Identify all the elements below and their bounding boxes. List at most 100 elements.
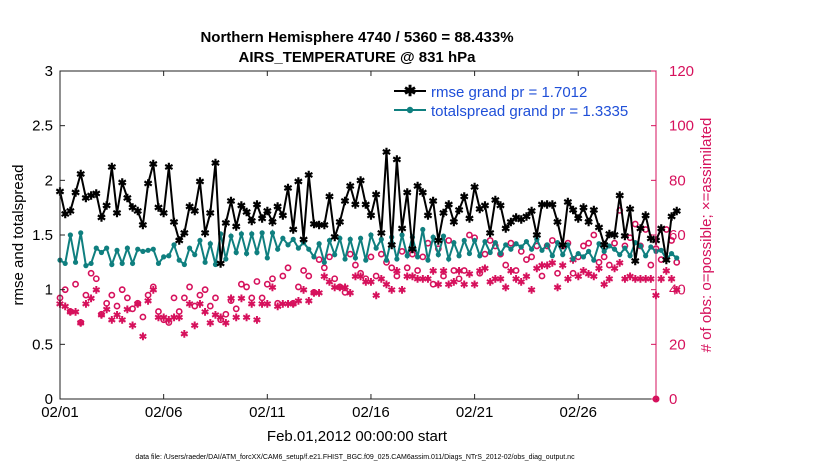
- spread-point: [295, 245, 301, 251]
- rmse-point: ✱: [625, 204, 634, 216]
- spread-point: [135, 246, 141, 252]
- obs-possible-point: [403, 264, 411, 272]
- obs-possible-point: [98, 310, 105, 318]
- rmse-point: ✱: [185, 202, 194, 214]
- spread-point: [212, 261, 219, 268]
- rmse-point: ✱: [382, 147, 391, 159]
- obs-assimilated-point: ✱: [662, 267, 671, 278]
- obs-assimilated-point: ✱: [564, 275, 573, 286]
- spread-point: [622, 245, 628, 251]
- rmse-point: ✱: [392, 155, 401, 167]
- obs-possible-point: [155, 308, 162, 315]
- rmse-point: ✱: [216, 258, 225, 270]
- spread-point: [560, 252, 566, 258]
- y-tick-label-right: 80: [669, 172, 686, 189]
- footer-data-file: data file: /Users/raeder/DAI/ATM_forcXX/…: [135, 454, 575, 461]
- spread-point: [425, 257, 431, 263]
- spread-point: [440, 233, 447, 239]
- obs-possible-point: [460, 267, 468, 274]
- obs-possible-point: [258, 294, 266, 302]
- obs-possible-point: [512, 267, 520, 274]
- rmse-point: ✱: [232, 221, 241, 233]
- obs-possible-point: [341, 288, 349, 296]
- obs-assimilated-point: ✱: [82, 299, 91, 310]
- obs-assimilated-point: ✱: [382, 280, 391, 291]
- obs-assimilated-point: ✱: [647, 275, 656, 286]
- spread-point: [643, 253, 649, 259]
- y-tick-label: 0: [45, 391, 53, 408]
- spread-point: [150, 246, 156, 252]
- spread-point: [446, 256, 452, 262]
- obs-assimilated-point: ✱: [543, 261, 552, 272]
- rmse-line: [59, 151, 678, 264]
- obs-possible-point: [476, 269, 484, 277]
- rmse-point: ✱: [309, 219, 318, 231]
- obs-assimilated-point: ✱: [330, 283, 339, 294]
- spread-point: [337, 235, 343, 241]
- rmse-point: ✱: [465, 214, 474, 226]
- spread-point: [352, 255, 359, 261]
- obs-possible-point: [590, 231, 598, 239]
- rmse-point: ✱: [169, 217, 178, 229]
- spread-point: [544, 242, 550, 248]
- rmse-point: ✱: [346, 181, 355, 193]
- obs-possible-point: [455, 275, 463, 283]
- obs-possible-point: [595, 258, 603, 266]
- obs-assimilated-point: ✱: [196, 299, 205, 310]
- obs-possible-point: [191, 302, 199, 310]
- obs-assimilated-point: ✱: [139, 332, 148, 343]
- obs-assimilated-point: ✱: [626, 272, 635, 283]
- spread-point: [78, 230, 84, 236]
- spread-point: [477, 253, 483, 259]
- spread-point: [83, 263, 89, 269]
- rmse-point: ✱: [180, 228, 189, 240]
- rmse-point: ✱: [657, 223, 666, 235]
- rmse-point: ✱: [330, 232, 339, 244]
- rmse-point: ✱: [366, 210, 375, 222]
- x-axis-label: Feb.01,2012 00:00:00 start: [267, 428, 448, 445]
- spread-point: [420, 226, 426, 233]
- obs-possible-point: [289, 299, 297, 307]
- obs-possible-point: [326, 253, 333, 261]
- obs-possible-point: [554, 269, 561, 277]
- rmse-point: ✱: [460, 192, 469, 204]
- obs-possible-point: [466, 231, 473, 239]
- rmse-point: ✱: [454, 205, 463, 217]
- spread-point: [197, 237, 203, 244]
- obs-possible-point: [331, 275, 339, 283]
- obs-assimilated-point: ✱: [201, 308, 210, 319]
- rmse-point: ✱: [340, 196, 349, 208]
- rmse-point: ✱: [641, 210, 650, 222]
- rmse-point: ✱: [372, 190, 381, 202]
- obs-assimilated-point: ✱: [434, 280, 443, 291]
- spread-point: [269, 230, 276, 236]
- obs-assimilated-point: ✱: [336, 283, 345, 294]
- spread-point: [482, 238, 488, 245]
- obs-assimilated-point: ✱: [610, 264, 619, 275]
- obs-assimilated-point: ✱: [584, 269, 593, 280]
- obs-assimilated-point: ✱: [538, 261, 547, 272]
- obs-possible-point: [248, 294, 256, 302]
- rmse-point: ✱: [289, 225, 298, 237]
- obs-possible-point: [165, 319, 173, 326]
- rmse-point: ✱: [558, 240, 567, 252]
- spread-point: [451, 240, 457, 246]
- rmse-point: ✱: [107, 162, 116, 174]
- obs-possible-point: [320, 264, 328, 272]
- obs-possible-point: [201, 286, 209, 294]
- rmse-point: ✱: [434, 235, 443, 247]
- obs-possible-point: [367, 253, 375, 261]
- obs-assimilated-point: ✱: [631, 275, 640, 286]
- obs-assimilated-point: ✱: [206, 318, 215, 329]
- obs-assimilated-point: ✱: [455, 267, 464, 278]
- y-tick-label-right: 120: [669, 63, 694, 80]
- rmse-point: ✱: [553, 217, 562, 229]
- obs-possible-point: [569, 269, 577, 277]
- obs-possible-point: [253, 278, 261, 285]
- obs-assimilated-point: ✱: [248, 299, 257, 310]
- rmse-point: ✱: [579, 203, 588, 215]
- rmse-point: ✱: [226, 196, 235, 208]
- y-tick-label: 1.5: [32, 227, 53, 244]
- obs-assimilated-point: ✱: [522, 272, 531, 283]
- rmse-point: ✱: [299, 234, 308, 246]
